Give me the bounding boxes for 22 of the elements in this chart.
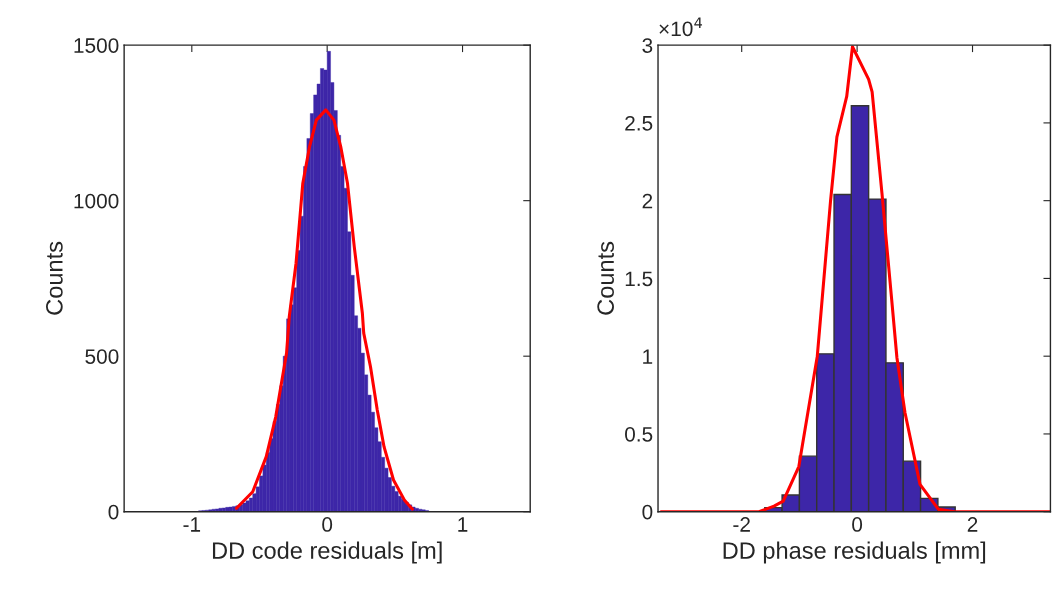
x-tick-label: 0 bbox=[852, 517, 863, 532]
x-tick-label: -1 bbox=[183, 517, 201, 532]
x-tick-label: 2 bbox=[967, 517, 978, 532]
y-tick-label: 1500 bbox=[74, 38, 119, 53]
y-tick-label: 500 bbox=[85, 349, 119, 364]
y-tick-label: 2.5 bbox=[625, 115, 653, 131]
x-tick-label: -2 bbox=[733, 517, 750, 532]
x-axis-title: DD code residuals [m] bbox=[212, 541, 442, 564]
y-tick-label: 1 bbox=[643, 349, 653, 364]
y-axis-title: Counts bbox=[45, 241, 63, 315]
x-tick-label: 0 bbox=[322, 517, 333, 532]
x-tick-label: 1 bbox=[458, 517, 468, 532]
y-tick-label: 1000 bbox=[74, 193, 119, 209]
y-tick-label: 1.5 bbox=[625, 271, 653, 287]
x-axis-title: DD phase residuals [mm] bbox=[723, 541, 986, 564]
y-axis-title: Counts bbox=[597, 241, 614, 315]
y-tick-label: 2 bbox=[642, 193, 653, 209]
y-tick-label: 0 bbox=[108, 504, 119, 520]
y-tick-label: 0.5 bbox=[625, 426, 653, 442]
y-tick-label: 3 bbox=[642, 38, 653, 53]
text: ×10$^{4}$ bbox=[659, 17, 703, 37]
y-tick-label: 0 bbox=[642, 504, 653, 520]
